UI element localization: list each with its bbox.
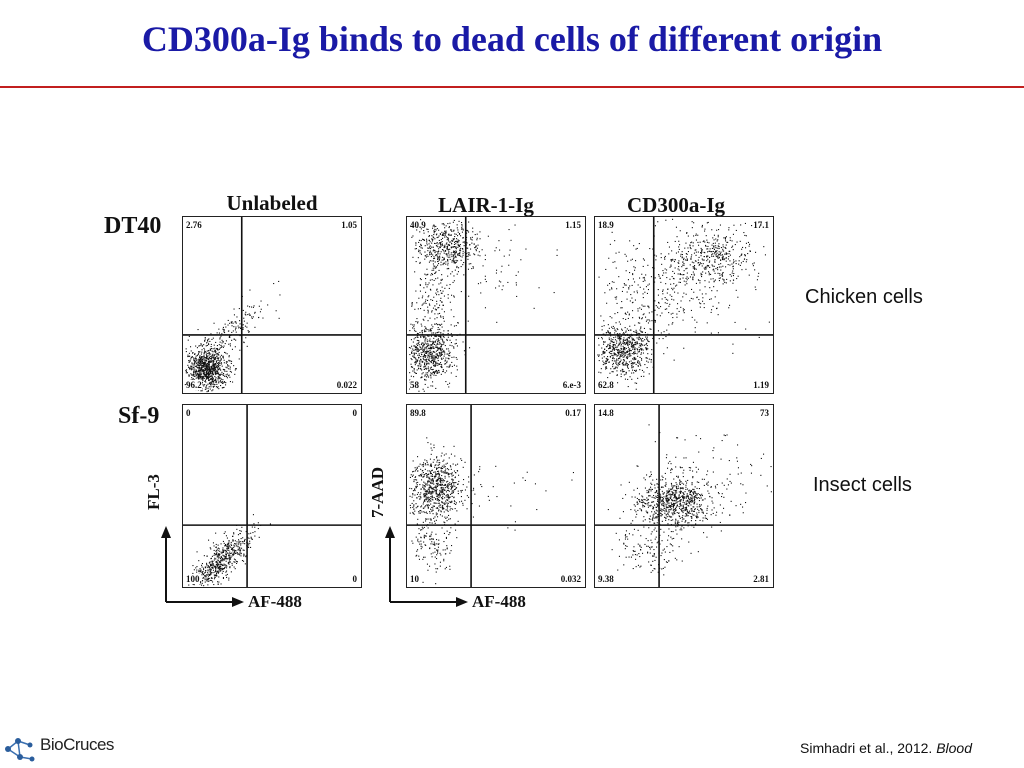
logo-text: BioCruces [40, 735, 114, 754]
flow-plot-sf9-lair1: 89.8 0.17 10 0.032 [406, 404, 586, 588]
column-header-cd300a: CD300a-Ig [627, 193, 725, 217]
column-header-lair1: LAIR-1-Ig [438, 193, 534, 217]
row-header-dt40: DT40 [104, 213, 162, 239]
x-axis-label-stained: AF-488 [472, 592, 526, 611]
y-axis-label-unlabeled: FL-3 [144, 474, 163, 510]
quadrant-percent-ul: 89.8 [410, 408, 426, 418]
axis-arrows-stained [385, 526, 468, 607]
quadrant-percent-lr: 0.032 [560, 574, 581, 584]
quadrant-percent-ul: 0 [186, 408, 191, 418]
molecule-icon [5, 738, 35, 762]
quadrant-percent-ll: 10 [410, 574, 419, 584]
quadrant-percent-ur: 17.1 [753, 220, 769, 230]
row-description-chicken: Chicken cells [805, 286, 923, 308]
column-header-unlabeled: Unlabeled [226, 191, 318, 215]
quadrant-percent-lr: 6.e-3 [562, 380, 581, 390]
slide-title: CD300a-Ig binds to dead cells of differe… [141, 19, 883, 59]
citation-authors: Simhadri et al., 2012. [800, 740, 933, 756]
quadrant-percent-ll: 9.38 [598, 574, 614, 584]
title-divider [0, 86, 1024, 88]
y-axis-label-stained: 7-AAD [368, 467, 387, 518]
quadrant-percent-ll: 96.2 [186, 380, 202, 390]
citation: Simhadri et al., 2012. Blood [800, 740, 972, 756]
quadrant-percent-ul: 2.76 [186, 220, 202, 230]
row-header-sf9: Sf-9 [118, 403, 160, 429]
quadrant-percent-ur: 1.15 [565, 220, 581, 230]
biocruces-logo: BioCruces [4, 733, 124, 765]
scatter-canvas [595, 217, 773, 393]
quadrant-percent-ur: 73 [760, 408, 769, 418]
quadrant-percent-ll: 58 [410, 380, 419, 390]
flow-plot-dt40-unlabeled: 2.76 1.05 96.2 0.022 [182, 216, 362, 394]
axis-arrows-unlabeled [161, 526, 244, 607]
citation-journal: Blood [936, 740, 972, 756]
quadrant-percent-ll: 62.8 [598, 380, 614, 390]
scatter-canvas [407, 405, 585, 587]
quadrant-percent-lr: 0.022 [336, 380, 357, 390]
scatter-canvas [183, 217, 361, 393]
quadrant-percent-ur: 0.17 [565, 408, 581, 418]
quadrant-percent-ur: 0 [352, 408, 358, 418]
quadrant-percent-lr: 2.81 [753, 574, 769, 584]
quadrant-percent-lr: 0 [352, 574, 358, 584]
flow-plot-dt40-cd300a: 18.9 17.1 62.8 1.19 [594, 216, 774, 394]
quadrant-percent-lr: 1.19 [753, 380, 769, 390]
scatter-canvas [595, 405, 773, 587]
row-description-insect: Insect cells [813, 474, 912, 496]
quadrant-percent-ul: 40.9 [410, 220, 426, 230]
x-axis-label-unlabeled: AF-488 [248, 592, 302, 611]
quadrant-percent-ll: 100 [186, 574, 200, 584]
quadrant-percent-ul: 18.9 [598, 220, 614, 230]
flow-plot-dt40-lair1: 40.9 1.15 58 6.e-3 [406, 216, 586, 394]
flow-plot-sf9-unlabeled: 0 0 100 0 [182, 404, 362, 588]
flow-plot-sf9-cd300a: 14.8 73 9.38 2.81 [594, 404, 774, 588]
quadrant-percent-ul: 14.8 [598, 408, 614, 418]
scatter-canvas [407, 217, 585, 393]
quadrant-percent-ur: 1.05 [341, 220, 357, 230]
